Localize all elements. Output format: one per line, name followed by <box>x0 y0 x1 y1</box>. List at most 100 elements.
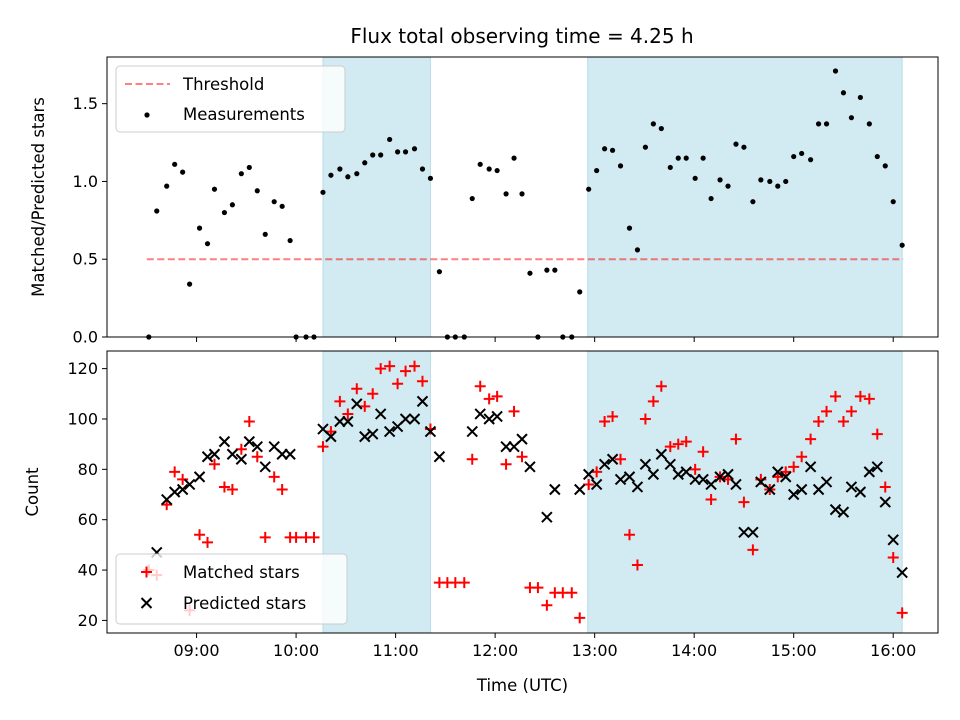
matched-star-point <box>647 395 659 407</box>
predicted-star-point <box>896 566 908 579</box>
matched-star-point <box>194 529 206 541</box>
x-tick-label: 16:00 <box>870 641 916 660</box>
predicted-star-point <box>325 430 337 443</box>
measurement-point <box>667 164 673 171</box>
legend-measurement-swatch <box>144 112 150 118</box>
highlight-span <box>587 56 903 338</box>
measurement-point <box>815 121 822 127</box>
matched-star-point <box>384 360 396 372</box>
measurement-point <box>387 136 393 143</box>
predicted-star-point <box>871 461 883 473</box>
predicted-star-point <box>837 506 850 518</box>
measurement-point <box>511 155 517 161</box>
matched-star-point <box>317 441 329 453</box>
predicted-star-point <box>466 425 478 438</box>
matched-star-point <box>896 607 908 619</box>
predicted-star-point <box>226 448 239 460</box>
measurement-point <box>246 164 252 171</box>
measurement-point <box>783 178 789 185</box>
predicted-star-point <box>201 451 214 463</box>
measurement-point <box>594 167 600 174</box>
predicted-star-point <box>672 468 684 481</box>
matched-star-point <box>566 587 578 599</box>
matched-star-point <box>516 451 528 463</box>
legend-box <box>115 65 346 133</box>
measurement-point <box>626 225 633 231</box>
measurement-point <box>419 166 426 172</box>
measurement-point <box>172 161 178 167</box>
predicted-star-point <box>399 413 412 425</box>
predicted-star-point <box>738 526 750 538</box>
matched-star-point <box>367 388 379 400</box>
matched-star-point <box>251 451 263 463</box>
measurement-point <box>196 225 203 231</box>
predicted-star-point <box>351 398 363 410</box>
matched-star-point <box>218 481 230 493</box>
predicted-star-point <box>176 483 189 496</box>
predicted-star-point <box>359 430 371 443</box>
matched-star-point <box>308 531 320 543</box>
measurement-point <box>650 121 656 127</box>
measurement-point <box>823 121 830 127</box>
matched-star-point <box>400 365 412 377</box>
predicted-star-point <box>772 466 784 478</box>
predicted-star-point <box>697 473 709 486</box>
predicted-star-point <box>590 478 603 491</box>
matched-star-point <box>697 446 709 458</box>
measurement-point <box>345 174 351 180</box>
predicted-star-point <box>879 496 891 508</box>
matched-star-point <box>177 473 189 485</box>
matched-star-point <box>871 428 883 440</box>
measurement-point <box>832 68 839 74</box>
measurement-point <box>617 163 624 169</box>
measurement-point <box>692 175 698 181</box>
axes-frame <box>106 56 939 338</box>
measurement-point <box>271 199 277 205</box>
matched-star-point <box>416 375 428 387</box>
measurement-point <box>791 153 797 160</box>
measurement-point <box>750 199 756 205</box>
predicted-star-point <box>804 461 817 473</box>
matched-star-point <box>821 405 833 417</box>
predicted-star-point <box>614 473 627 486</box>
measurement-point <box>840 90 847 96</box>
matched-star-point <box>458 577 470 589</box>
matched-star-point <box>351 383 363 395</box>
measurement-point <box>552 267 558 273</box>
measurement-point <box>544 267 550 273</box>
matched-star-point <box>607 410 619 422</box>
x-tick-label: 09:00 <box>174 641 220 660</box>
predicted-star-point <box>259 461 271 473</box>
y-tick-label: 0.0 <box>73 328 98 347</box>
predicted-star-point <box>623 471 636 483</box>
predicted-star-point <box>193 471 206 483</box>
y-tick-label: 40 <box>78 561 98 580</box>
matched-star-point <box>500 458 512 470</box>
measurement-point <box>395 149 401 155</box>
measurement-point <box>402 149 409 155</box>
measurement-point <box>899 242 905 248</box>
measurement-point <box>320 189 326 195</box>
measurement-point <box>775 183 781 189</box>
predicted-star-point <box>549 483 561 496</box>
y-tick-label: 120 <box>67 359 98 378</box>
matched-star-point <box>738 496 750 508</box>
predicted-star-point <box>483 413 495 425</box>
measurement-point <box>890 199 896 205</box>
measurement-point <box>708 195 714 202</box>
measurement-point <box>262 231 268 237</box>
matched-star-point <box>508 405 520 417</box>
measurement-point <box>634 247 641 253</box>
matched-star-point <box>169 466 181 478</box>
matched-star-point <box>887 551 899 563</box>
measurement-point <box>642 144 649 150</box>
predicted-star-point <box>887 534 899 546</box>
measurement-point <box>725 183 731 189</box>
predicted-star-point <box>714 471 726 483</box>
predicted-star-point <box>664 458 676 471</box>
predicted-star-point <box>647 468 660 481</box>
measurement-point <box>469 195 475 202</box>
measurement-point <box>519 191 525 197</box>
legend-measurement-label: Measurements <box>183 105 305 124</box>
